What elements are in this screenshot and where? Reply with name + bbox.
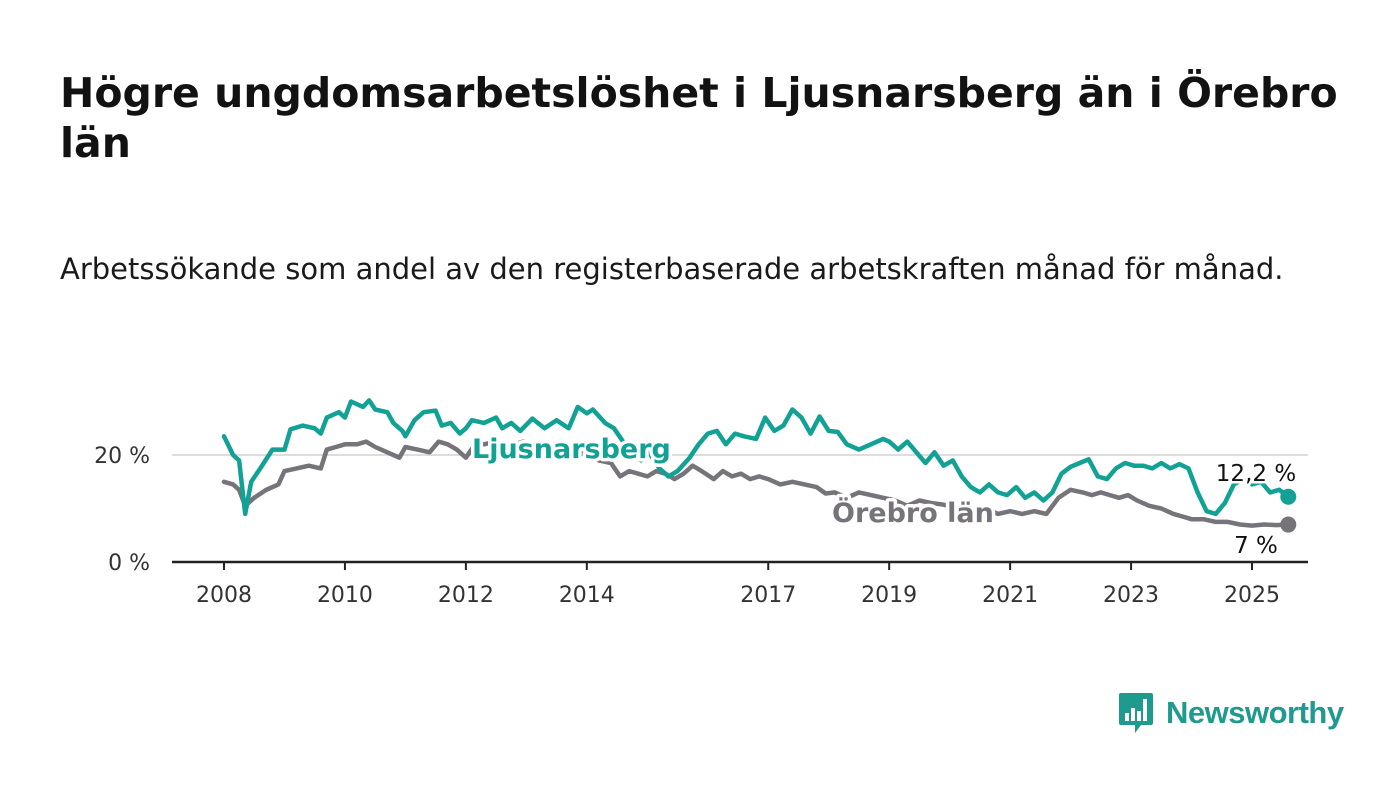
newsworthy-logo-icon bbox=[1119, 693, 1153, 733]
x-tick-label: 2025 bbox=[1224, 583, 1280, 608]
orebro-label: Örebro län bbox=[832, 496, 994, 529]
ljusnarsberg-line bbox=[221, 398, 1291, 517]
y-tick-label: 20 % bbox=[94, 444, 150, 469]
orebro-end-marker bbox=[1280, 516, 1297, 533]
x-tick-label: 2021 bbox=[982, 583, 1038, 608]
x-tick-label: 2012 bbox=[438, 583, 494, 608]
ljusnarsberg-end-marker bbox=[1280, 488, 1297, 505]
x-tick-label: 2023 bbox=[1103, 583, 1159, 608]
brand-name: Newsworthy bbox=[1166, 695, 1344, 730]
orebro-line bbox=[221, 439, 1291, 528]
ljusnarsberg-end-label: 12,2 % bbox=[1216, 461, 1296, 487]
x-tick-label: 2008 bbox=[196, 583, 252, 608]
y-tick-label: 0 % bbox=[108, 551, 150, 576]
newsworthy-logo: Newsworthy bbox=[1118, 690, 1344, 736]
chart-subtitle: Arbetssökande som andel av den registerb… bbox=[60, 252, 1284, 286]
ljusnarsberg-label: Ljusnarsberg bbox=[472, 434, 671, 465]
chart-title: Högre ungdomsarbetslöshet i Ljusnarsberg… bbox=[60, 69, 1338, 167]
x-tick-label: 2010 bbox=[317, 583, 373, 608]
x-tick-label: 2019 bbox=[861, 583, 917, 608]
x-tick-label: 2017 bbox=[740, 583, 796, 608]
x-tick-label: 2014 bbox=[559, 583, 615, 608]
orebro-end-label: 7 % bbox=[1234, 533, 1278, 559]
